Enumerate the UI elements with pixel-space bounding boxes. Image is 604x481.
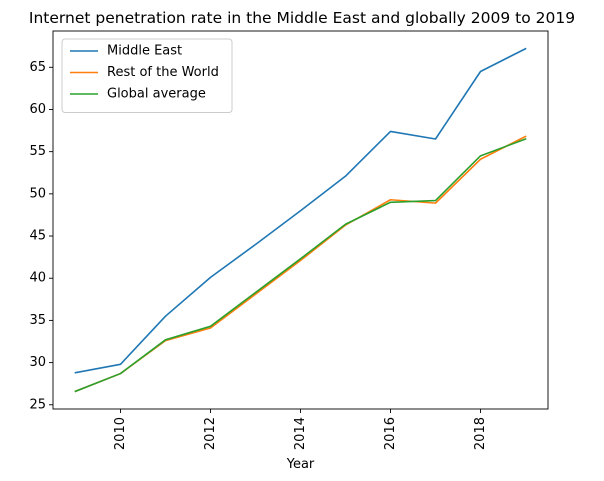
y-tick-label: 30 (29, 355, 46, 370)
y-tick-label: 65 (29, 60, 46, 75)
legend-box (61, 38, 233, 113)
y-tick-label: 35 (29, 313, 46, 328)
legend-label-middle-east: Middle East (107, 44, 182, 59)
x-tick-label: 2014 (293, 417, 308, 450)
x-tick-label: 2016 (383, 417, 398, 450)
x-axis-label: Year (286, 457, 315, 472)
legend-label-rest-of-the-world: Rest of the World (107, 65, 219, 80)
y-tick-label: 55 (29, 144, 46, 159)
y-tick-label: 45 (29, 229, 46, 244)
y-tick-label: 50 (29, 186, 46, 201)
legend-label-global-average: Global average (107, 87, 206, 102)
y-tick-label: 40 (29, 271, 46, 286)
series-line-middle-east (74, 47, 527, 374)
series-line-global-average (74, 137, 527, 393)
x-tick-label: 2012 (203, 417, 218, 450)
chart-title: Internet penetration rate in the Middle … (29, 9, 575, 27)
y-tick-label: 25 (29, 397, 46, 412)
y-tick-label: 60 (29, 102, 46, 117)
x-tick-label: 2010 (113, 417, 128, 450)
plot-area: 2010 2012 2014 2016 2018 25 30 35 40 45 50 55 60 65 Mi… (29, 30, 549, 450)
x-tick-label: 2018 (473, 417, 488, 450)
series-line-rest-of-the-world (74, 135, 527, 393)
